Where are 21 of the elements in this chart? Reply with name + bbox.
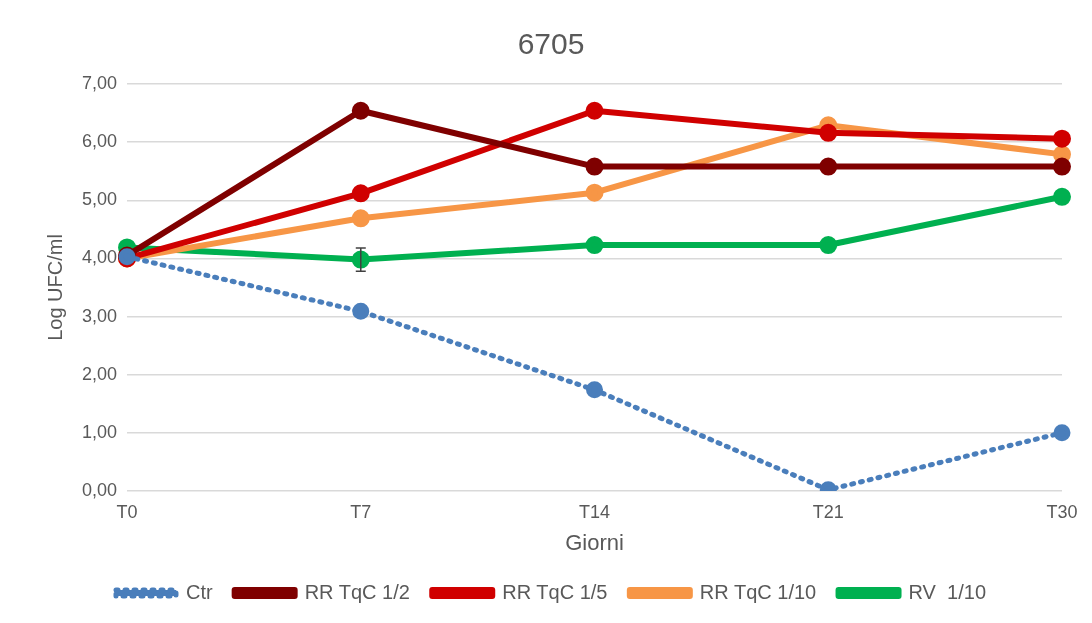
y-tick-label: 0,00 <box>81 479 118 500</box>
x-axis-title: Giorni <box>565 529 624 555</box>
y-tick-label: 1,00 <box>81 421 118 442</box>
y-axis-title: Log UFC/ml <box>43 234 66 341</box>
legend-label: Ctr <box>186 580 213 603</box>
legend-label: RV 1/10 <box>908 580 987 603</box>
legend-label: RR TqC 1/2 <box>304 580 410 603</box>
y-tick-label: 3,00 <box>81 305 118 326</box>
legend-label: RR TqC 1/10 <box>699 580 817 603</box>
x-tick-label: T7 <box>350 501 372 522</box>
y-tick-label: 7,00 <box>81 72 118 93</box>
y-tick-label: 6,00 <box>81 131 118 152</box>
legend-label: RR TqC 1/5 <box>502 580 608 603</box>
x-tick-label: T21 <box>812 501 844 522</box>
x-tick-label: T30 <box>1046 501 1078 522</box>
y-tick-label: 2,00 <box>81 363 118 384</box>
chart-title: 6705 <box>517 27 585 61</box>
y-tick-label: 5,00 <box>81 189 118 210</box>
x-tick-label: T14 <box>579 501 611 522</box>
x-tick-label: T0 <box>116 501 138 522</box>
y-tick-label: 4,00 <box>81 247 118 268</box>
